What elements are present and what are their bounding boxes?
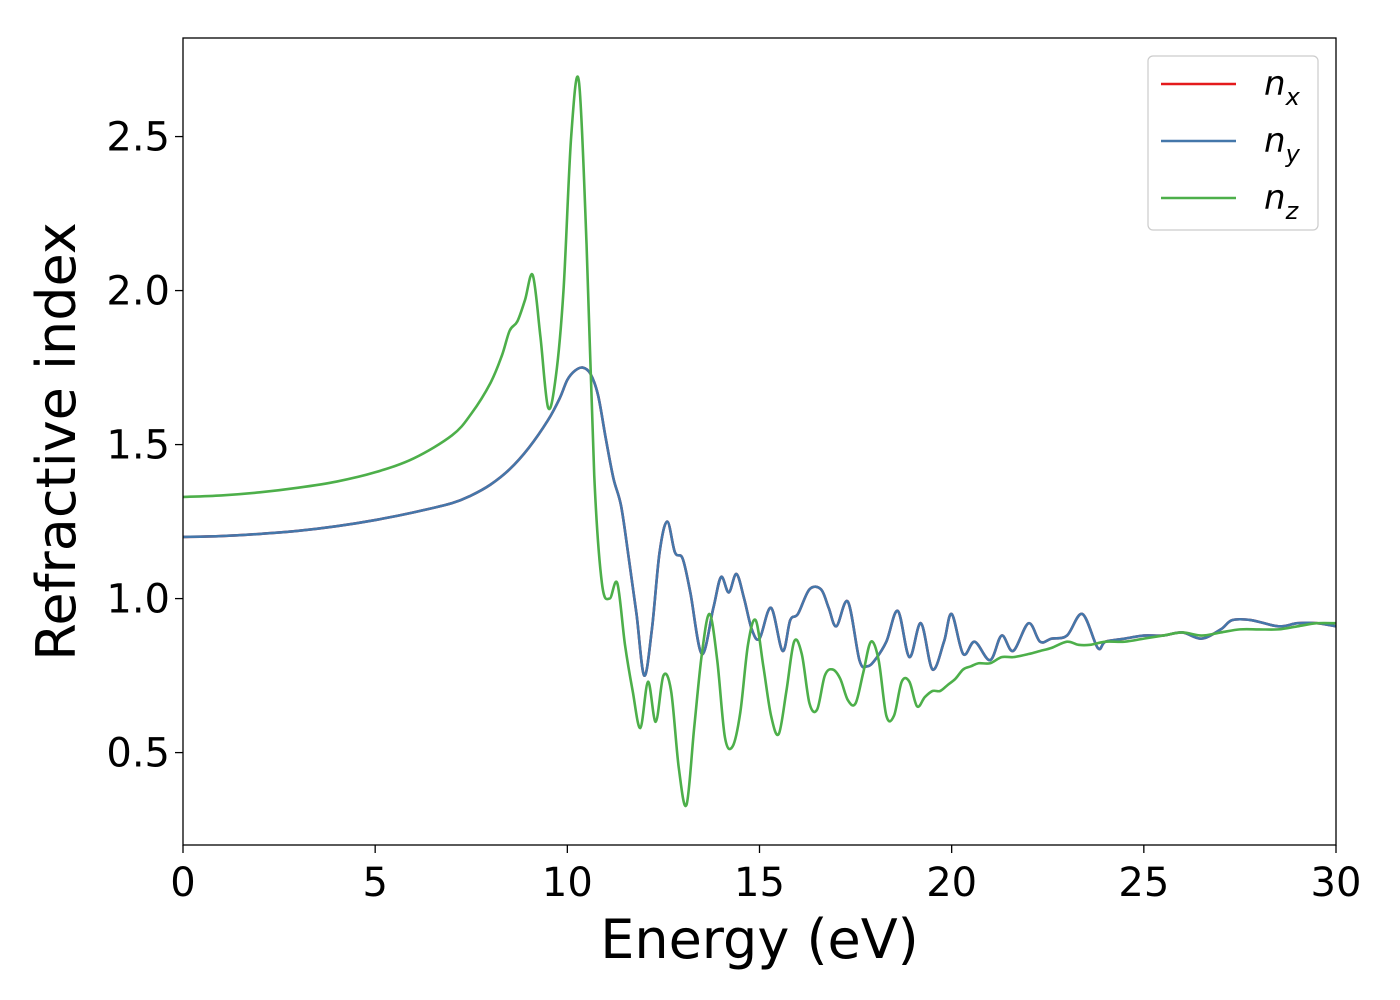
legend-label-subscript: y: [1285, 140, 1301, 168]
legend-label-base: n: [1264, 121, 1286, 161]
y-axis-title: Refractive index: [25, 222, 88, 661]
y-tick-label: 1.0: [106, 577, 170, 623]
x-tick-label: 5: [362, 860, 387, 906]
legend-label: ny: [1264, 121, 1301, 168]
x-tick-label: 30: [1311, 860, 1362, 906]
y-tick-label: 2.0: [106, 269, 170, 315]
legend-label: nx: [1264, 64, 1301, 111]
legend-label-base: n: [1264, 64, 1286, 104]
plot-lines: [183, 75, 1336, 808]
x-tick-label: 25: [1118, 860, 1169, 906]
y-axis: 0.5 1.0 1.5 2.0 2.5: [106, 115, 183, 777]
y-tick-label: 0.5: [106, 731, 170, 777]
x-tick-label: 20: [926, 860, 977, 906]
x-tick-label: 0: [170, 860, 195, 906]
legend-label-subscript: x: [1285, 83, 1301, 111]
series-line-ny: [183, 366, 1336, 677]
x-axis: 0 5 10 15 20 25 30: [170, 845, 1361, 906]
series-line-nz: [183, 75, 1336, 808]
y-tick-label: 2.5: [106, 115, 170, 161]
legend-label: nz: [1264, 178, 1300, 225]
legend-label-base: n: [1264, 178, 1286, 218]
legend-label-subscript: z: [1285, 197, 1300, 225]
x-axis-title: Energy (eV): [600, 908, 919, 971]
series-line-nx: [183, 366, 1336, 677]
y-tick-label: 1.5: [106, 423, 170, 469]
x-tick-label: 15: [734, 860, 785, 906]
legend-box: [1147, 55, 1319, 231]
x-tick-label: 10: [542, 860, 593, 906]
